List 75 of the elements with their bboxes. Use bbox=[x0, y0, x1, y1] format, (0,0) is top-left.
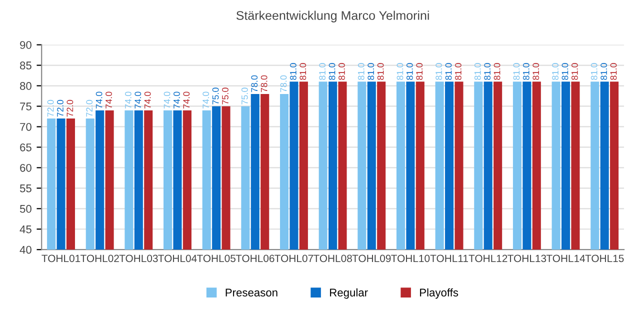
data-label: 81.0 bbox=[368, 63, 374, 80]
data-label: 81.0 bbox=[358, 63, 364, 80]
data-label: 81.0 bbox=[455, 63, 462, 80]
data-label: 81.0 bbox=[532, 63, 540, 80]
data-label: 75.0 bbox=[241, 88, 248, 104]
x-tick-label: TOHL05 bbox=[196, 254, 236, 262]
data-label: 81.0 bbox=[590, 63, 598, 80]
data-label: 81.0 bbox=[416, 63, 423, 80]
data-label: 72.0 bbox=[66, 100, 74, 117]
data-label: 78.0 bbox=[260, 75, 268, 92]
x-tick-label: TOHL08 bbox=[313, 254, 352, 262]
data-label: 74.0 bbox=[134, 92, 142, 108]
y-tick-label: 65 bbox=[20, 143, 32, 152]
legend-label: Regular bbox=[330, 288, 368, 299]
data-label: 74.0 bbox=[96, 92, 102, 108]
y-tick-label: 85 bbox=[20, 62, 32, 70]
x-tick-label: TOHL02 bbox=[80, 254, 119, 262]
data-label: 81.0 bbox=[436, 63, 442, 80]
y-tick-label: 40 bbox=[20, 246, 32, 254]
y-tick-label: 70 bbox=[20, 122, 32, 131]
y-tick-label: 90 bbox=[20, 41, 32, 49]
data-label: 81.0 bbox=[610, 63, 617, 80]
data-label: 81.0 bbox=[300, 63, 306, 80]
x-tick-label: TOHL07 bbox=[274, 254, 314, 262]
data-label: 75.0 bbox=[212, 88, 219, 104]
x-tick-label: TOHL01 bbox=[42, 254, 80, 262]
data-label: 74.0 bbox=[164, 92, 170, 108]
y-tick-label: 55 bbox=[20, 184, 32, 192]
data-label: 81.0 bbox=[494, 63, 500, 80]
data-label: 81.0 bbox=[484, 63, 491, 80]
y-tick-label: 75 bbox=[20, 102, 32, 110]
data-label: 81.0 bbox=[562, 63, 568, 80]
data-label: 81.0 bbox=[328, 63, 336, 80]
x-tick-label: TOHL14 bbox=[546, 254, 586, 262]
data-label: 74.0 bbox=[202, 92, 210, 108]
data-label: 81.0 bbox=[290, 63, 296, 80]
data-label: 81.0 bbox=[513, 63, 520, 80]
legend-label: Preseason bbox=[226, 288, 278, 296]
data-label: 72.0 bbox=[86, 100, 93, 117]
x-tick-label: TOHL10 bbox=[391, 254, 430, 262]
data-label: 74.0 bbox=[106, 92, 112, 108]
x-tick-label: TOHL09 bbox=[352, 254, 391, 262]
data-label: 81.0 bbox=[474, 63, 481, 80]
data-label: 81.0 bbox=[377, 63, 384, 80]
data-label: 78.0 bbox=[251, 75, 258, 92]
x-tick-label: TOHL12 bbox=[468, 254, 508, 262]
data-label: 74.0 bbox=[174, 92, 180, 108]
x-tick-label: TOHL13 bbox=[508, 254, 546, 262]
x-tick-label: TOHL06 bbox=[236, 254, 274, 262]
data-label: 81.0 bbox=[522, 63, 530, 80]
data-label: 75.0 bbox=[222, 88, 228, 104]
x-tick-label: TOHL15 bbox=[585, 254, 624, 262]
data-label: 81.0 bbox=[571, 63, 578, 80]
y-tick-label: 80 bbox=[20, 82, 32, 90]
data-label: 74.0 bbox=[124, 92, 132, 108]
data-label: 81.0 bbox=[319, 63, 326, 80]
data-label: 81.0 bbox=[396, 63, 404, 80]
data-label: 74.0 bbox=[183, 92, 190, 108]
y-tick-label: 45 bbox=[20, 226, 32, 234]
data-label: 78.0 bbox=[280, 75, 287, 92]
data-label: 72.0 bbox=[47, 100, 54, 117]
data-label: 81.0 bbox=[445, 63, 452, 80]
data-label: 81.0 bbox=[600, 63, 608, 80]
x-tick-label: TOHL03 bbox=[119, 254, 158, 262]
data-label: 81.0 bbox=[552, 63, 558, 80]
data-label: 72.0 bbox=[57, 100, 64, 117]
x-tick-label: TOHL11 bbox=[430, 254, 468, 262]
data-label: 74.0 bbox=[144, 92, 151, 108]
legend-label: Playoffs bbox=[420, 288, 458, 299]
x-tick-label: TOHL04 bbox=[158, 254, 197, 262]
chart-title: Stärkeentwicklung Marco Yelmorini bbox=[236, 10, 429, 22]
y-tick-label: 60 bbox=[20, 164, 32, 172]
data-label: 81.0 bbox=[406, 63, 413, 80]
y-tick-label: 50 bbox=[20, 204, 32, 213]
data-label: 81.0 bbox=[338, 63, 345, 80]
